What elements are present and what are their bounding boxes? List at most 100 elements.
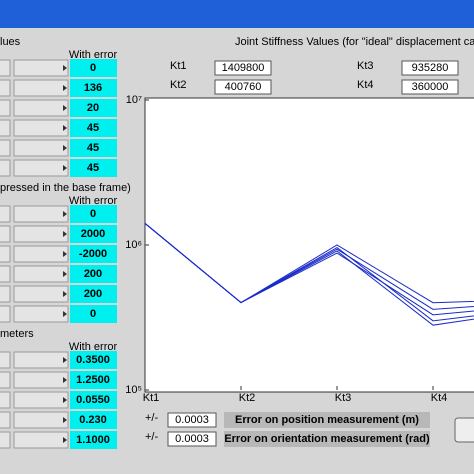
slider[interactable]	[13, 391, 69, 409]
slider-left[interactable]	[0, 159, 11, 177]
slider[interactable]	[13, 205, 69, 223]
slider[interactable]	[13, 99, 69, 117]
slider-left[interactable]	[0, 245, 11, 263]
x-tick-label: Kt2	[239, 392, 256, 404]
slider-arrow	[63, 251, 67, 257]
field-box[interactable]	[401, 79, 459, 95]
error-label-bg	[224, 431, 430, 447]
slider[interactable]	[13, 285, 69, 303]
field-box[interactable]	[214, 79, 272, 95]
stiffness-title: Joint Stiffness Values (for "ideal" disp…	[235, 36, 474, 48]
error-box[interactable]	[167, 431, 217, 447]
slider-arrow	[63, 291, 67, 297]
value-box	[70, 371, 117, 389]
slider[interactable]	[13, 119, 69, 137]
value-box	[70, 139, 117, 157]
slider-left[interactable]	[0, 431, 11, 449]
value-text: 200	[84, 268, 102, 280]
x-tick-label: Kt1	[143, 392, 160, 404]
value-text: 0	[90, 208, 96, 220]
value-text: 136	[84, 82, 102, 94]
slider-arrow	[63, 231, 67, 237]
value-text: 0	[90, 308, 96, 320]
field-value: 1409800	[222, 62, 265, 74]
error-box[interactable]	[167, 412, 217, 428]
slider-arrow	[63, 65, 67, 71]
slider-arrow	[63, 85, 67, 91]
slider[interactable]	[13, 371, 69, 389]
slider[interactable]	[13, 79, 69, 97]
slider-arrow	[63, 105, 67, 111]
slider-left[interactable]	[0, 351, 11, 369]
field-value: 400760	[225, 81, 262, 93]
section-title: pressed in the base frame)	[0, 182, 131, 194]
column-header: With error	[69, 49, 118, 61]
slider[interactable]	[13, 265, 69, 283]
slider-arrow	[63, 377, 67, 383]
slider-left[interactable]	[0, 265, 11, 283]
slider-arrow	[63, 437, 67, 443]
value-text: 2000	[81, 228, 105, 240]
column-header: With error	[69, 195, 118, 207]
field-label: Kt4	[357, 79, 374, 91]
slider-left[interactable]	[0, 79, 11, 97]
slider-arrow	[63, 165, 67, 171]
slider-left[interactable]	[0, 205, 11, 223]
field-box[interactable]	[214, 60, 272, 76]
error-value: 0.0003	[175, 414, 209, 426]
slider[interactable]	[13, 245, 69, 263]
slider-arrow	[63, 357, 67, 363]
slider-left[interactable]	[0, 285, 11, 303]
slider[interactable]	[13, 225, 69, 243]
slider[interactable]	[13, 59, 69, 77]
value-box	[70, 205, 117, 223]
value-box	[70, 119, 117, 137]
section-title: lues	[0, 36, 21, 48]
slider-left[interactable]	[0, 139, 11, 157]
slider[interactable]	[13, 411, 69, 429]
value-text: 45	[87, 162, 99, 174]
y-tick-label: 10⁷	[126, 94, 142, 106]
slider-left[interactable]	[0, 225, 11, 243]
section-title: meters	[0, 328, 34, 340]
slider-left[interactable]	[0, 305, 11, 323]
value-box	[70, 391, 117, 409]
error-value: 0.0003	[175, 433, 209, 445]
error-label-bg	[224, 412, 430, 428]
slider-left[interactable]	[0, 59, 11, 77]
value-box	[70, 351, 117, 369]
slider[interactable]	[13, 431, 69, 449]
value-text: 20	[87, 102, 99, 114]
value-text: -2000	[79, 248, 107, 260]
series-line	[144, 222, 474, 326]
slider[interactable]	[13, 159, 69, 177]
button[interactable]	[454, 417, 474, 443]
value-box	[70, 245, 117, 263]
slider-left[interactable]	[0, 99, 11, 117]
value-box	[70, 159, 117, 177]
field-value: 360000	[412, 81, 449, 93]
value-box	[70, 431, 117, 449]
value-box	[70, 59, 117, 77]
field-box[interactable]	[401, 60, 459, 76]
title-bar	[0, 0, 474, 28]
slider-left[interactable]	[0, 391, 11, 409]
value-text: 0.0550	[76, 394, 110, 406]
slider[interactable]	[13, 139, 69, 157]
slider-left[interactable]	[0, 411, 11, 429]
slider-arrow	[63, 211, 67, 217]
value-text: 1.2500	[76, 374, 110, 386]
slider-left[interactable]	[0, 119, 11, 137]
slider[interactable]	[13, 305, 69, 323]
slider-arrow	[63, 397, 67, 403]
slider[interactable]	[13, 351, 69, 369]
error-label: Error on position measurement (m)	[235, 414, 419, 426]
value-box	[70, 285, 117, 303]
y-tick-label: 10⁵	[125, 384, 142, 396]
error-sign: +/-	[145, 431, 158, 443]
error-label: Error on orientation measurement (rad)	[224, 433, 430, 445]
slider-left[interactable]	[0, 371, 11, 389]
field-label: Kt2	[170, 79, 187, 91]
